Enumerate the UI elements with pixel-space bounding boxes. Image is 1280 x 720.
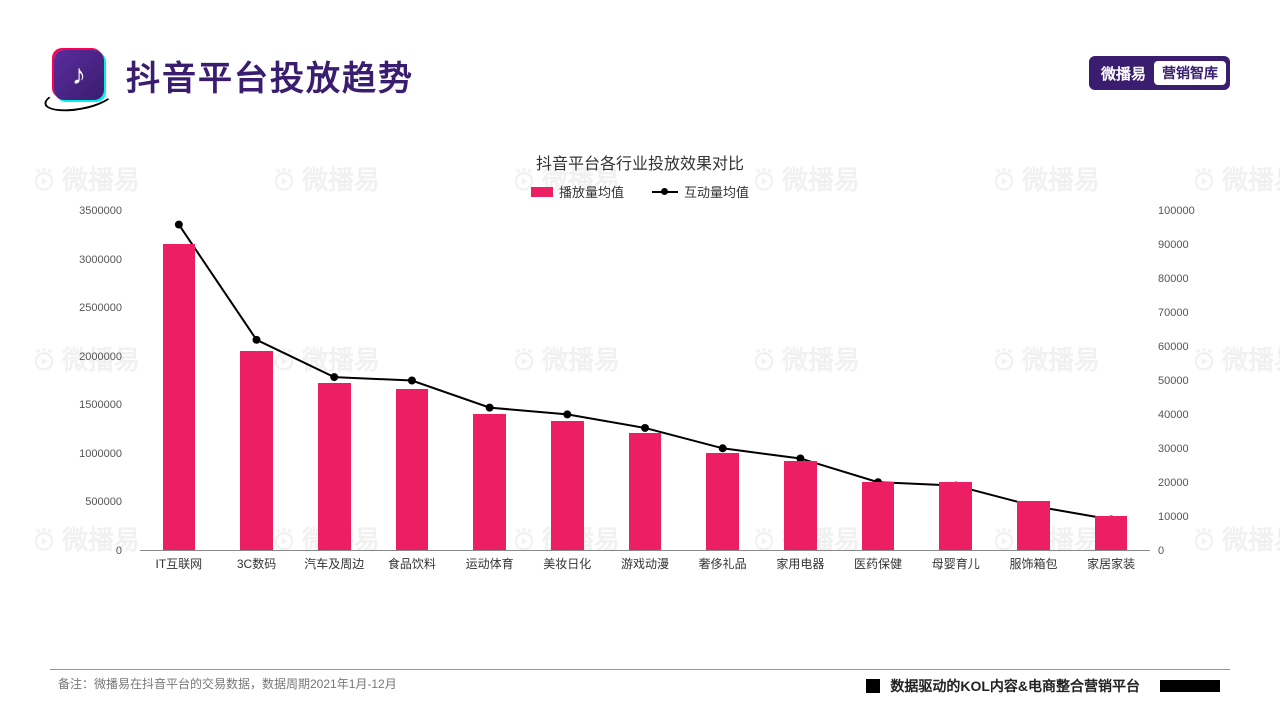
bar xyxy=(318,383,351,550)
bar xyxy=(396,389,429,550)
chart-title: 抖音平台各行业投放效果对比 xyxy=(60,150,1220,174)
bar xyxy=(1095,516,1128,550)
y-right-tick: 50000 xyxy=(1158,375,1189,387)
line-marker xyxy=(719,444,727,452)
footer-tagline: 数据驱动的KOL内容&电商整合营销平台 xyxy=(890,676,1140,696)
line-marker xyxy=(408,377,416,385)
bar xyxy=(706,453,739,550)
line-marker xyxy=(253,336,261,344)
line-marker xyxy=(486,404,494,412)
y-right-tick: 80000 xyxy=(1158,273,1189,285)
bar xyxy=(784,461,817,550)
y-left-tick: 2000000 xyxy=(79,351,122,363)
bar xyxy=(862,482,895,550)
bar-swatch-icon xyxy=(531,187,553,197)
bar xyxy=(629,433,662,550)
square-icon xyxy=(866,679,880,693)
brand-badge: 微播易 营销智库 xyxy=(1089,56,1230,90)
line-marker xyxy=(563,410,571,418)
y-right-tick: 20000 xyxy=(1158,477,1189,489)
x-axis-label: 医药保健 xyxy=(854,555,902,572)
line-marker xyxy=(330,373,338,381)
x-axis-label: 汽车及周边 xyxy=(304,555,364,572)
y-left-tick: 2500000 xyxy=(79,302,122,314)
x-axis-label: 食品饮料 xyxy=(388,555,436,572)
bar xyxy=(1017,501,1050,550)
y-right-tick: 40000 xyxy=(1158,409,1189,421)
y-right-tick: 100000 xyxy=(1158,205,1195,217)
y-left-tick: 0 xyxy=(116,545,122,557)
bar xyxy=(240,351,273,550)
line-marker xyxy=(641,424,649,432)
y-right-tick: 70000 xyxy=(1158,307,1189,319)
x-axis-label: 家用电器 xyxy=(776,555,824,572)
bar xyxy=(551,421,584,550)
y-left-tick: 3000000 xyxy=(79,254,122,266)
header: ♪ 抖音平台投放趋势 xyxy=(50,46,414,104)
footer-divider xyxy=(50,669,1230,670)
douyin-logo-icon: ♪ xyxy=(50,46,108,104)
x-axis-label: 家居家装 xyxy=(1087,555,1135,572)
y-left-tick: 1000000 xyxy=(79,448,122,460)
plot-inner: IT互联网3C数码汽车及周边食品饮料运动体育美妆日化游戏动漫奢侈礼品家用电器医药… xyxy=(140,211,1150,551)
line-swatch-icon xyxy=(652,191,678,193)
bar xyxy=(939,482,972,550)
line-marker xyxy=(175,221,183,229)
y-left-tick: 3500000 xyxy=(79,205,122,217)
y-right-tick: 10000 xyxy=(1158,511,1189,523)
legend-line-label: 互动量均值 xyxy=(684,182,749,201)
y-left-tick: 500000 xyxy=(85,496,122,508)
x-axis-label: IT互联网 xyxy=(156,555,203,572)
y-left-tick: 1500000 xyxy=(79,399,122,411)
legend-line: 互动量均值 xyxy=(652,182,749,201)
footnote-text: 备注：微播易在抖音平台的交易数据，数据周期2021年1月-12月 xyxy=(58,675,397,692)
y-right-tick: 0 xyxy=(1158,545,1164,557)
footer-right: 数据驱动的KOL内容&电商整合营销平台 xyxy=(866,676,1220,696)
x-axis-label: 运动体育 xyxy=(466,555,514,572)
x-axis-label: 母婴育儿 xyxy=(932,555,980,572)
legend-bar: 播放量均值 xyxy=(531,182,624,201)
y-right-tick: 60000 xyxy=(1158,341,1189,353)
x-axis-label: 奢侈礼品 xyxy=(699,555,747,572)
chart-area: 抖音平台各行业投放效果对比 播放量均值 互动量均值 05000001000000… xyxy=(60,150,1220,620)
y-axis-right: 0100002000030000400005000060000700008000… xyxy=(1150,211,1220,551)
x-axis-label: 服饰箱包 xyxy=(1009,555,1057,572)
y-right-tick: 90000 xyxy=(1158,239,1189,251)
bar xyxy=(163,244,196,550)
y-axis-left: 0500000100000015000002000000250000030000… xyxy=(60,211,130,551)
x-axis-label: 3C数码 xyxy=(237,555,276,572)
bar xyxy=(473,414,506,550)
x-axis-label: 美妆日化 xyxy=(543,555,591,572)
page-title: 抖音平台投放趋势 xyxy=(126,51,414,100)
chart-legend: 播放量均值 互动量均值 xyxy=(60,182,1220,201)
x-axis-label: 游戏动漫 xyxy=(621,555,669,572)
brand-name: 微播易 xyxy=(1101,63,1146,84)
legend-bar-label: 播放量均值 xyxy=(559,182,624,201)
brand-sub: 营销智库 xyxy=(1154,61,1226,85)
black-block-icon xyxy=(1160,680,1220,692)
y-right-tick: 30000 xyxy=(1158,443,1189,455)
chart-plot: 0500000100000015000002000000250000030000… xyxy=(60,211,1220,581)
